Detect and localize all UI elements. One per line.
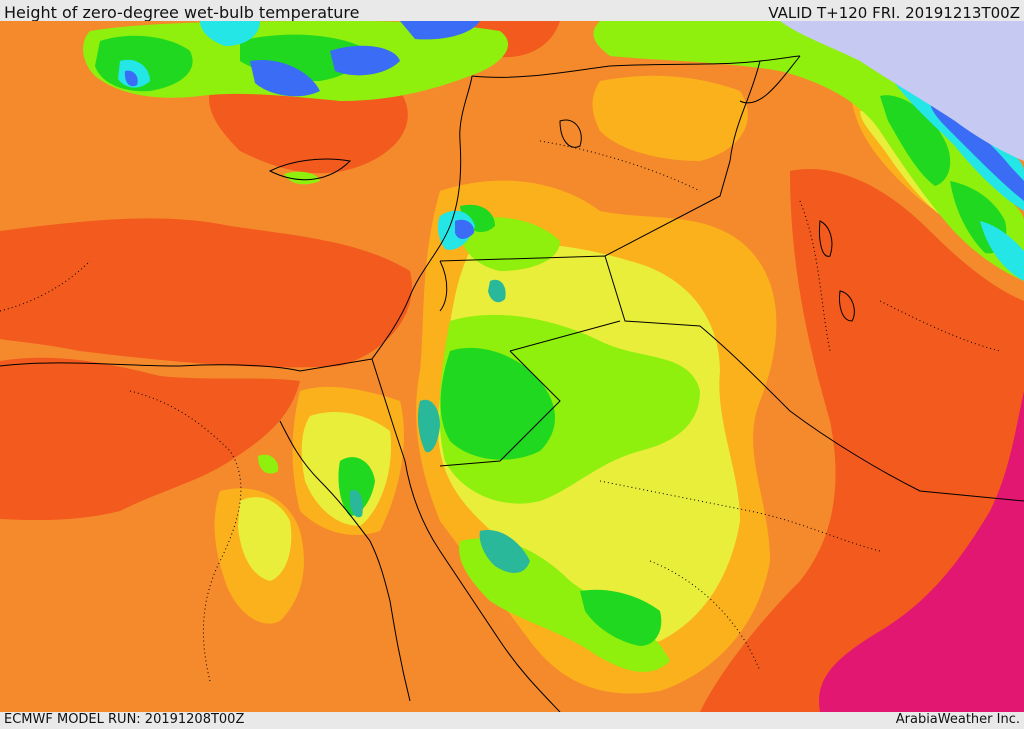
- islands: [819, 220, 855, 322]
- valid-time: VALID T+120 FRI. 20191213T00Z: [768, 4, 1020, 22]
- hot-zone: [819, 391, 1024, 712]
- green-zones: [95, 34, 1007, 646]
- warm-zones: [0, 21, 1024, 712]
- map-canvas: [0, 21, 1024, 712]
- country-borders: [0, 55, 1024, 712]
- forecast-map[interactable]: [0, 21, 1024, 712]
- map-title: Height of zero-degree wet-bulb temperatu…: [4, 3, 360, 22]
- model-run: ECMWF MODEL RUN: 20191208T00Z: [4, 712, 245, 727]
- cold-zone: [780, 21, 1024, 161]
- header-bar: Height of zero-degree wet-bulb temperatu…: [0, 0, 1024, 22]
- footer-bar: ECMWF MODEL RUN: 20191208T00Z ArabiaWeat…: [0, 712, 1024, 729]
- province-borders: [129, 140, 1001, 682]
- credit-text: ArabiaWeather Inc.: [895, 712, 1020, 727]
- cold-patches: [118, 21, 1024, 573]
